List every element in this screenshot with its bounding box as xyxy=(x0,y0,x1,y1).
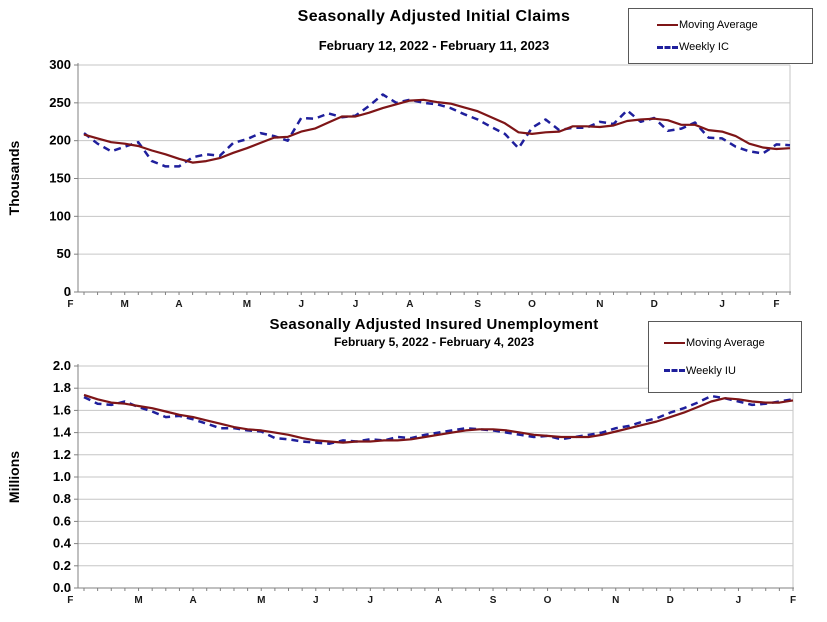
svg-text:O: O xyxy=(528,299,536,310)
svg-text:1.6: 1.6 xyxy=(53,402,71,417)
svg-text:J: J xyxy=(368,595,374,606)
svg-text:0.4: 0.4 xyxy=(53,536,72,551)
legend-item-moving-average: Moving Average xyxy=(629,19,812,31)
svg-text:0.2: 0.2 xyxy=(53,558,71,573)
chart-subtitle: February 12, 2022 - February 11, 2023 xyxy=(318,38,550,53)
svg-text:1.0: 1.0 xyxy=(53,469,71,484)
legend: Moving Average Weekly IU xyxy=(648,321,802,393)
svg-text:250: 250 xyxy=(49,95,71,110)
y-tick-labels: 0.0 0.2 0.4 0.6 0.8 1.0 1.2 1.4 1.6 1.8 2.0 xyxy=(53,358,72,595)
chart-title: Seasonally Adjusted Insured Unemployment xyxy=(269,316,599,333)
svg-text:A: A xyxy=(435,595,442,606)
svg-text:F: F xyxy=(67,299,73,310)
legend-item-moving-average: Moving Average xyxy=(649,337,801,349)
weekly-tick-marks xyxy=(69,588,794,591)
svg-text:0.0: 0.0 xyxy=(53,580,71,595)
svg-text:F: F xyxy=(67,595,73,606)
chart-subtitle: February 5, 2022 - February 4, 2023 xyxy=(333,335,535,349)
svg-text:0: 0 xyxy=(64,284,71,299)
y-axis xyxy=(74,364,79,589)
dashed-line-swatch xyxy=(664,369,685,373)
legend-item-weekly-ic: Weekly IC xyxy=(629,41,812,53)
initial-claims-plot: 0 50 100 150 200 250 300 F M A M J J A S O N D J F xyxy=(49,57,791,310)
svg-text:J: J xyxy=(719,299,725,310)
gridlines xyxy=(78,365,793,567)
svg-text:1.4: 1.4 xyxy=(53,425,72,440)
svg-text:N: N xyxy=(596,299,603,310)
legend-label: Weekly IU xyxy=(686,364,736,377)
svg-text:2.0: 2.0 xyxy=(53,358,71,373)
svg-text:S: S xyxy=(474,299,481,310)
solid-line-swatch xyxy=(664,342,685,345)
svg-text:M: M xyxy=(243,299,251,310)
svg-text:M: M xyxy=(134,595,142,606)
solid-line-swatch xyxy=(657,24,678,26)
legend-label: Moving Average xyxy=(679,19,758,31)
svg-text:J: J xyxy=(313,595,319,606)
y-tick-labels: 0 50 100 150 200 250 300 xyxy=(49,57,71,299)
svg-text:M: M xyxy=(121,299,129,310)
legend-item-weekly-iu: Weekly IU xyxy=(649,365,801,377)
y-axis xyxy=(74,63,79,293)
weekly-series-line xyxy=(83,394,794,445)
svg-text:F: F xyxy=(790,595,796,606)
initial-claims-chart: Seasonally Adjusted Initial Claims Febru… xyxy=(0,0,827,310)
svg-text:A: A xyxy=(175,299,182,310)
svg-text:J: J xyxy=(736,595,742,606)
svg-text:0.8: 0.8 xyxy=(53,491,71,506)
svg-text:S: S xyxy=(490,595,497,606)
svg-text:150: 150 xyxy=(49,171,71,186)
gridlines xyxy=(78,64,790,255)
svg-text:A: A xyxy=(189,595,196,606)
chart-title: Seasonally Adjusted Initial Claims xyxy=(297,8,571,25)
moving-average-line xyxy=(83,393,794,444)
svg-text:50: 50 xyxy=(57,246,71,261)
insured-unemployment-plot: 0.0 0.2 0.4 0.6 0.8 1.0 1.2 1.4 1.6 1.8 2.0 F M A M J J A… xyxy=(53,358,796,606)
legend-label: Weekly IC xyxy=(679,41,729,53)
insured-unemployment-chart: Seasonally Adjusted Insured Unemployment… xyxy=(0,310,827,622)
weekly-series-line xyxy=(83,93,791,168)
dashed-line-swatch xyxy=(657,45,678,49)
weekly-tick-marks xyxy=(69,292,791,295)
svg-text:F: F xyxy=(773,299,779,310)
svg-text:A: A xyxy=(406,299,413,310)
legend-label: Moving Average xyxy=(686,337,765,350)
svg-text:M: M xyxy=(257,595,265,606)
svg-text:1.8: 1.8 xyxy=(53,380,71,395)
svg-text:1.2: 1.2 xyxy=(53,447,71,462)
svg-text:J: J xyxy=(353,299,359,310)
svg-text:D: D xyxy=(651,299,658,310)
moving-average-line xyxy=(83,98,791,164)
svg-text:O: O xyxy=(544,595,552,606)
svg-text:N: N xyxy=(612,595,619,606)
legend: Moving Average Weekly IC xyxy=(628,8,813,64)
svg-text:300: 300 xyxy=(49,57,71,72)
svg-text:200: 200 xyxy=(49,133,71,148)
svg-text:D: D xyxy=(667,595,674,606)
svg-text:0.6: 0.6 xyxy=(53,513,71,528)
svg-text:100: 100 xyxy=(49,208,71,223)
svg-text:J: J xyxy=(298,299,304,310)
